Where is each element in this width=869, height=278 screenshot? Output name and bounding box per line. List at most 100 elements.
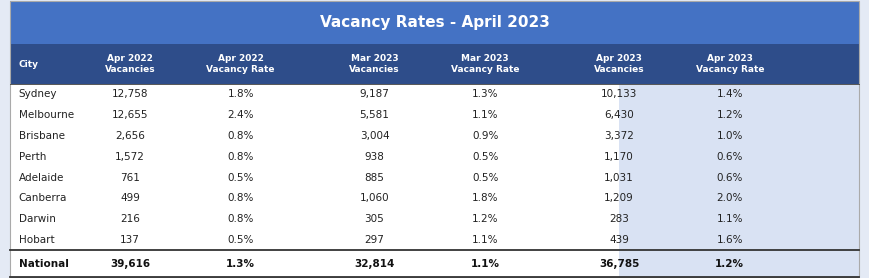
Text: 1.2%: 1.2% (472, 214, 499, 224)
Text: 1.3%: 1.3% (226, 259, 255, 269)
Text: 1.4%: 1.4% (717, 89, 743, 99)
Text: 0.8%: 0.8% (228, 193, 254, 203)
FancyBboxPatch shape (730, 209, 859, 230)
Text: Apr 2022
Vacancy Rate: Apr 2022 Vacancy Rate (207, 54, 275, 74)
FancyBboxPatch shape (10, 167, 859, 188)
Text: 2.4%: 2.4% (228, 110, 254, 120)
Text: 1,572: 1,572 (115, 152, 145, 162)
Text: Apr 2022
Vacancies: Apr 2022 Vacancies (104, 54, 156, 74)
Text: 1,031: 1,031 (604, 173, 634, 183)
Text: 305: 305 (365, 214, 384, 224)
Text: Apr 2023
Vacancy Rate: Apr 2023 Vacancy Rate (695, 54, 764, 74)
FancyBboxPatch shape (619, 209, 730, 230)
FancyBboxPatch shape (10, 84, 859, 105)
Text: Mar 2023
Vacancies: Mar 2023 Vacancies (349, 54, 400, 74)
FancyBboxPatch shape (619, 188, 730, 209)
Text: 9,187: 9,187 (360, 89, 389, 99)
FancyBboxPatch shape (10, 105, 859, 126)
Text: 938: 938 (365, 152, 384, 162)
Text: Adelaide: Adelaide (19, 173, 64, 183)
Text: 12,655: 12,655 (112, 110, 149, 120)
Text: 39,616: 39,616 (110, 259, 150, 269)
Text: 0.8%: 0.8% (228, 131, 254, 141)
Text: 1,060: 1,060 (360, 193, 389, 203)
FancyBboxPatch shape (730, 105, 859, 126)
FancyBboxPatch shape (730, 126, 859, 147)
Text: 1.8%: 1.8% (472, 193, 499, 203)
Text: 1.2%: 1.2% (715, 259, 744, 269)
Text: 137: 137 (120, 235, 140, 245)
FancyBboxPatch shape (730, 147, 859, 167)
Text: 5,581: 5,581 (360, 110, 389, 120)
Text: 0.5%: 0.5% (472, 173, 499, 183)
Text: 1.2%: 1.2% (717, 110, 743, 120)
Text: Canberra: Canberra (19, 193, 67, 203)
Text: Melbourne: Melbourne (19, 110, 74, 120)
Text: City: City (19, 59, 39, 68)
Text: 3,372: 3,372 (604, 131, 634, 141)
Text: 1,170: 1,170 (604, 152, 634, 162)
Text: Mar 2023
Vacancy Rate: Mar 2023 Vacancy Rate (451, 54, 520, 74)
Text: 36,785: 36,785 (599, 259, 640, 269)
Text: 1.1%: 1.1% (717, 214, 743, 224)
Text: Darwin: Darwin (19, 214, 56, 224)
Text: 2,656: 2,656 (115, 131, 145, 141)
Text: Brisbane: Brisbane (19, 131, 64, 141)
Text: 1.3%: 1.3% (472, 89, 499, 99)
Text: National: National (19, 259, 69, 269)
FancyBboxPatch shape (619, 84, 730, 105)
Text: 0.5%: 0.5% (228, 173, 254, 183)
FancyBboxPatch shape (10, 147, 859, 167)
Text: 761: 761 (120, 173, 140, 183)
FancyBboxPatch shape (730, 230, 859, 250)
Text: 1.1%: 1.1% (471, 259, 500, 269)
Text: Hobart: Hobart (19, 235, 55, 245)
Text: Perth: Perth (19, 152, 46, 162)
Text: Apr 2023
Vacancies: Apr 2023 Vacancies (594, 54, 644, 74)
Text: 216: 216 (120, 214, 140, 224)
Text: 0.6%: 0.6% (717, 173, 743, 183)
Text: 1.6%: 1.6% (717, 235, 743, 245)
FancyBboxPatch shape (10, 230, 859, 250)
Text: 885: 885 (365, 173, 384, 183)
Text: 499: 499 (120, 193, 140, 203)
Text: 1.0%: 1.0% (717, 131, 743, 141)
FancyBboxPatch shape (619, 167, 730, 188)
FancyBboxPatch shape (10, 44, 859, 84)
FancyBboxPatch shape (730, 84, 859, 105)
Text: 0.8%: 0.8% (228, 214, 254, 224)
Text: 12,758: 12,758 (112, 89, 149, 99)
Text: 3,004: 3,004 (360, 131, 389, 141)
Text: 1.1%: 1.1% (472, 235, 499, 245)
FancyBboxPatch shape (619, 105, 730, 126)
Text: Vacancy Rates - April 2023: Vacancy Rates - April 2023 (320, 15, 549, 30)
Text: 0.8%: 0.8% (228, 152, 254, 162)
FancyBboxPatch shape (10, 188, 859, 209)
Text: 1.8%: 1.8% (228, 89, 254, 99)
Text: 439: 439 (609, 235, 629, 245)
Text: 0.9%: 0.9% (472, 131, 499, 141)
Text: 10,133: 10,133 (600, 89, 637, 99)
Text: 32,814: 32,814 (355, 259, 395, 269)
FancyBboxPatch shape (619, 147, 730, 167)
FancyBboxPatch shape (730, 188, 859, 209)
FancyBboxPatch shape (619, 250, 730, 277)
Text: 0.6%: 0.6% (717, 152, 743, 162)
FancyBboxPatch shape (10, 250, 859, 277)
Text: 1.1%: 1.1% (472, 110, 499, 120)
Text: Sydney: Sydney (19, 89, 57, 99)
Text: 1,209: 1,209 (604, 193, 634, 203)
Text: 297: 297 (365, 235, 384, 245)
FancyBboxPatch shape (10, 126, 859, 147)
Text: 283: 283 (609, 214, 629, 224)
FancyBboxPatch shape (730, 167, 859, 188)
FancyBboxPatch shape (10, 209, 859, 230)
Text: 6,430: 6,430 (604, 110, 634, 120)
FancyBboxPatch shape (730, 250, 859, 277)
Text: 0.5%: 0.5% (228, 235, 254, 245)
FancyBboxPatch shape (619, 126, 730, 147)
FancyBboxPatch shape (619, 230, 730, 250)
FancyBboxPatch shape (10, 1, 859, 44)
Text: 0.5%: 0.5% (472, 152, 499, 162)
Text: 2.0%: 2.0% (717, 193, 743, 203)
